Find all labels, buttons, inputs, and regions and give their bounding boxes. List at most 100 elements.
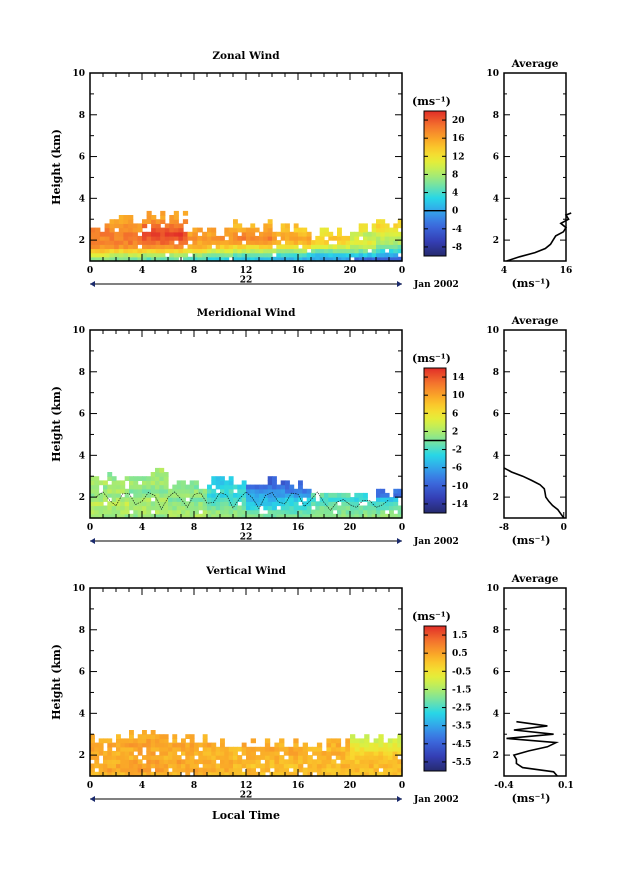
heatmap-cell: [280, 235, 286, 241]
heatmap-cell: [155, 467, 160, 473]
heatmap-cell: [302, 227, 308, 233]
heatmap-cell: [90, 755, 95, 760]
heatmap-cell: [269, 755, 275, 760]
heatmap-cell: [220, 738, 225, 744]
heatmap-cell: [233, 227, 238, 233]
heatmap-cell: [285, 501, 290, 507]
y-tick-label: 2: [79, 751, 85, 761]
heatmap-cell: [393, 227, 399, 233]
heatmap-cell: [220, 248, 225, 254]
heatmap-cell: [202, 240, 208, 245]
heatmap-cell: [172, 513, 178, 519]
heatmap-cell: [94, 480, 100, 486]
heatmap-cell: [364, 771, 370, 777]
heatmap-cell: [250, 248, 256, 254]
heatmap-cell: [267, 513, 273, 519]
heatmap-cell: [250, 767, 256, 773]
heatmap-cell: [363, 256, 368, 262]
heatmap-cell: [176, 742, 182, 748]
heatmap-cell: [198, 497, 204, 502]
heatmap-cell: [109, 256, 115, 262]
heatmap-cell: [194, 501, 199, 507]
heatmap-cell: [90, 738, 95, 744]
heatmap-cell: [124, 742, 130, 748]
heatmap-cell: [172, 746, 178, 752]
heatmap-cell: [94, 763, 100, 769]
heatmap-cell: [181, 759, 186, 765]
heatmap-cell: [241, 742, 247, 748]
heatmap-cell: [116, 509, 121, 515]
heatmap-cell: [198, 492, 204, 498]
heatmap-cell: [280, 505, 286, 511]
profile-y-tick-label: 6: [493, 668, 499, 678]
heatmap-cell: [373, 746, 379, 752]
profile-y-tick-label: 4: [493, 194, 499, 204]
heatmap-cell: [107, 742, 113, 748]
heatmap-cell: [146, 219, 152, 224]
heatmap-cell: [241, 763, 247, 769]
heatmap-cell: [293, 767, 299, 773]
heatmap-cell: [358, 256, 364, 262]
heatmap-cell: [133, 484, 139, 490]
heatmap-cell: [124, 476, 130, 481]
heatmap-cell: [312, 750, 318, 756]
colorbar-unit: (ms⁻¹): [412, 352, 451, 365]
heatmap-cell: [103, 750, 108, 756]
heatmap-cell: [202, 256, 208, 262]
heatmap-cell: [215, 244, 221, 250]
heatmap-cell: [155, 488, 160, 494]
heatmap-cell: [94, 235, 101, 241]
heatmap-cell: [267, 476, 273, 481]
heatmap-cell: [237, 767, 243, 773]
x-tick-label: 0: [399, 266, 405, 276]
heatmap-cell: [316, 742, 323, 748]
heatmap-cell: [142, 755, 147, 760]
heatmap-cell: [146, 750, 152, 756]
heatmap-cell: [384, 513, 390, 519]
heatmap-cell: [345, 492, 351, 498]
heatmap-cell: [393, 497, 399, 502]
heatmap-cell: [172, 497, 178, 502]
heatmap-cell: [197, 244, 203, 250]
heatmap-cell: [94, 231, 101, 237]
heatmap-cell: [129, 484, 134, 490]
heatmap-cell: [354, 235, 360, 241]
heatmap-cell: [202, 235, 208, 241]
heatmap-cell: [376, 223, 381, 229]
heatmap-cell: [228, 767, 234, 773]
heatmap-cell: [241, 488, 247, 494]
heatmap-cell: [315, 505, 321, 511]
heatmap-cell: [192, 231, 198, 237]
heatmap-cell: [345, 742, 351, 748]
heatmap-cell: [324, 231, 329, 237]
heatmap-cell: [397, 256, 403, 262]
heatmap-cell: [220, 476, 225, 481]
heatmap-cell: [220, 763, 225, 769]
heatmap-cell: [172, 763, 178, 769]
heatmap-cell: [358, 492, 364, 498]
heatmap-cell: [198, 750, 204, 756]
heatmap-cell: [123, 227, 129, 233]
heatmap-cell: [123, 256, 129, 262]
heatmap-cell: [120, 480, 126, 486]
heatmap-cell: [285, 492, 290, 498]
y-axis-label: Height (km): [50, 644, 63, 720]
heatmap-cell: [163, 472, 169, 477]
heatmap-cell: [324, 509, 329, 515]
heatmap-cell: [397, 738, 403, 744]
heatmap-cell: [267, 484, 273, 490]
heatmap-cell: [211, 746, 217, 752]
heatmap-cell: [172, 501, 178, 507]
heatmap-cell: [220, 742, 225, 748]
heatmap-cell: [341, 256, 347, 262]
heatmap-cell: [150, 742, 156, 748]
heatmap-cell: [337, 256, 342, 262]
heatmap-cell: [98, 505, 104, 511]
heatmap-cell: [155, 759, 160, 765]
heatmap-cell: [137, 252, 143, 258]
heatmap-cell: [254, 501, 260, 507]
heatmap-cell: [94, 252, 101, 258]
heatmap-cell: [264, 742, 271, 748]
y-tick-label: 6: [79, 668, 85, 678]
heatmap-cell: [178, 227, 184, 233]
